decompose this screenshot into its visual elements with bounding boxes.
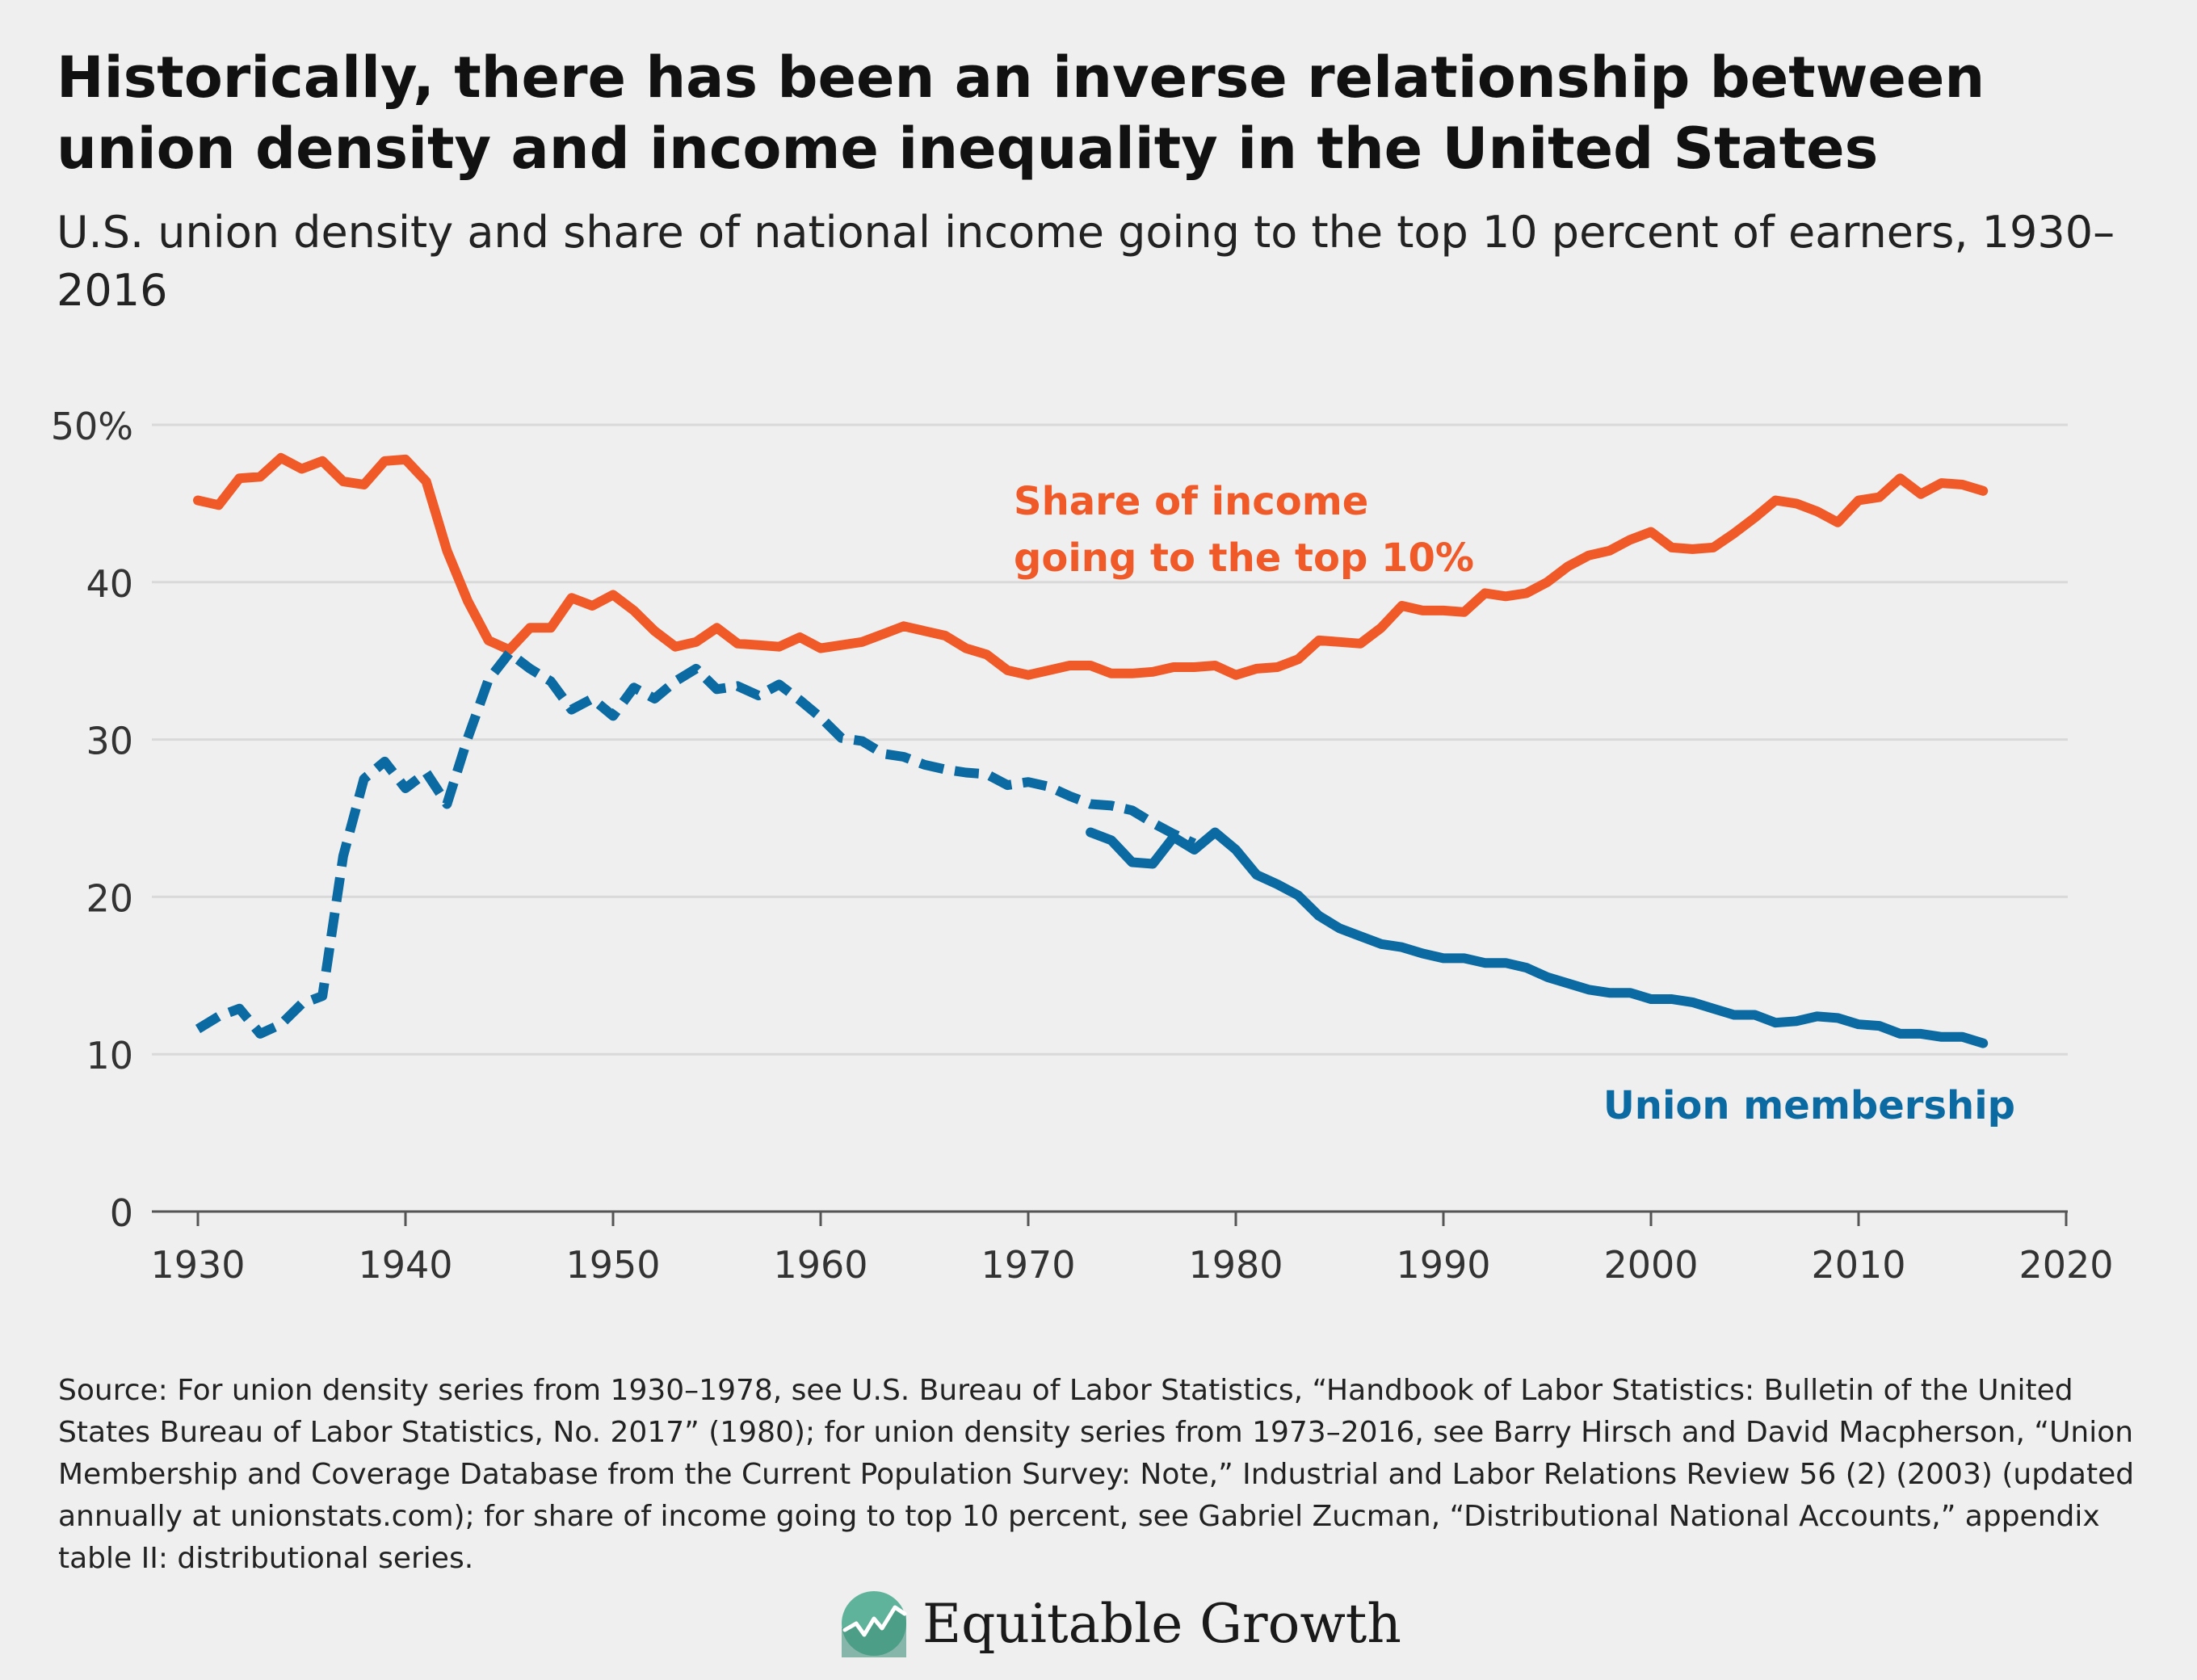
y-tick-label: 50% (51, 405, 133, 448)
y-tick-label: 20 (86, 876, 133, 920)
source-note: Source: For union density series from 19… (58, 1374, 2135, 1575)
x-tick-label: 2000 (1603, 1243, 1698, 1287)
union-membership-cps-series-line (1086, 827, 1989, 1048)
brand-logo: Equitable Growth (840, 1583, 1401, 1664)
x-tick-label: 1930 (150, 1243, 245, 1287)
union-membership-bls-series-line (195, 648, 1197, 1039)
x-tick-label: 2020 (2018, 1243, 2113, 1287)
y-tick-label: 10 (86, 1034, 133, 1077)
chart-title: Historically, there has been an inverse … (57, 44, 1985, 182)
x-tick-label: 1990 (1396, 1243, 1490, 1287)
income-share-series-line (193, 452, 1989, 680)
x-tick-label: 1980 (1188, 1243, 1283, 1287)
x-tick-label: 1950 (565, 1243, 660, 1287)
union-series-label: Union membership (1603, 1083, 2015, 1128)
y-tick-label: 0 (110, 1191, 133, 1235)
chart-subtitle: U.S. union density and share of national… (57, 207, 2115, 316)
x-tick-label: 1940 (358, 1243, 452, 1287)
x-tick-label: 2010 (1811, 1243, 1905, 1287)
y-tick-label: 30 (86, 720, 133, 763)
y-tick-label: 40 (86, 562, 133, 606)
brand-name: Equitable Growth (922, 1592, 1401, 1655)
rising-line-logo-icon (842, 1591, 907, 1657)
income-series-label: Share of income (1014, 479, 1368, 524)
x-tick-label: 1960 (773, 1243, 867, 1287)
x-tick-label: 1970 (981, 1243, 1075, 1287)
income-series-label: going to the top 10% (1014, 536, 1474, 581)
